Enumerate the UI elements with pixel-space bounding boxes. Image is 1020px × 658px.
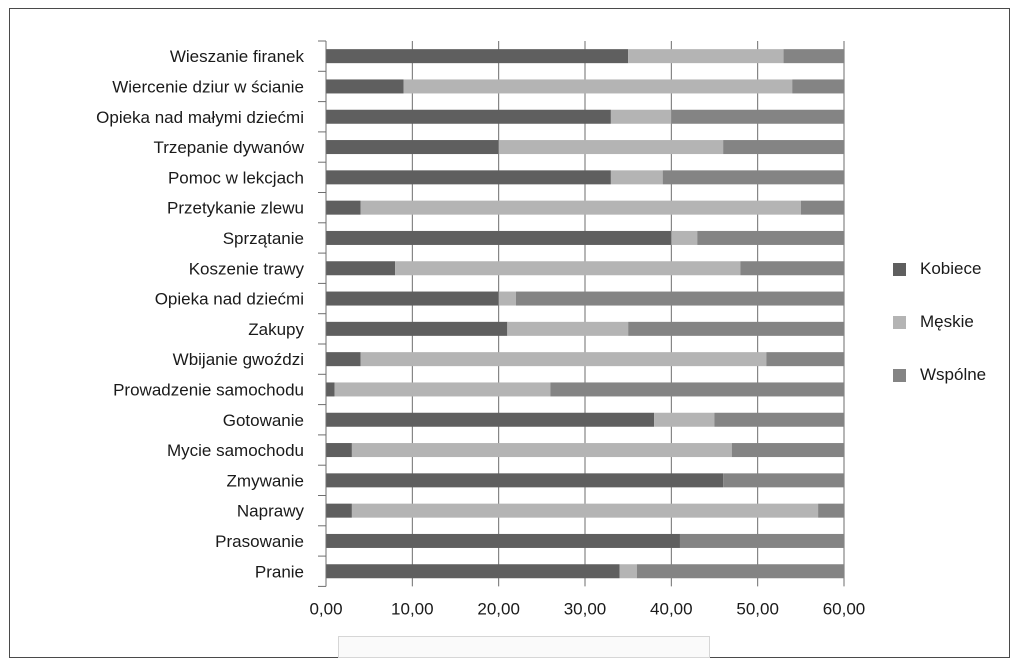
category-label: Zmywanie xyxy=(227,471,304,490)
category-label: Trzepanie dywanów xyxy=(153,138,304,157)
gridlines xyxy=(411,41,845,587)
bar-segment xyxy=(326,79,404,94)
legend-swatch xyxy=(893,263,906,276)
x-tick-label: 40,00 xyxy=(650,599,693,618)
bar-segment xyxy=(654,412,715,427)
bar-segment xyxy=(326,200,361,215)
category-label: Wieszanie firanek xyxy=(170,47,305,66)
x-tick-label: 20,00 xyxy=(477,599,520,618)
legend-label: Męskie xyxy=(920,312,974,331)
bar-segment xyxy=(360,200,801,215)
bar-segment xyxy=(326,170,611,185)
bar-segment xyxy=(351,503,819,518)
x-tick-label: 60,00 xyxy=(823,599,866,618)
bar-segment xyxy=(403,79,793,94)
bar-segment xyxy=(507,321,629,336)
bar-segment xyxy=(326,291,499,306)
category-label: Sprzątanie xyxy=(223,229,304,248)
category-label: Pranie xyxy=(255,562,304,581)
category-label: Opieka nad dziećmi xyxy=(155,290,304,309)
legend-label: Kobiece xyxy=(920,259,981,278)
category-label: Naprawy xyxy=(237,502,305,521)
axes xyxy=(318,40,327,587)
category-label: Pomoc w lekcjach xyxy=(168,168,304,187)
bar-segment xyxy=(714,412,844,427)
bar-segment xyxy=(671,109,844,124)
category-label: Prowadzenie samochodu xyxy=(113,380,304,399)
bar-segment xyxy=(498,140,724,155)
bar-segment xyxy=(619,564,637,579)
bar-segment xyxy=(662,170,844,185)
bar-segment xyxy=(697,230,844,245)
bar-segment xyxy=(671,230,698,245)
category-label: Wiercenie dziur w ścianie xyxy=(112,77,304,96)
category-labels: Wieszanie firanek Wiercenie dziur w ścian… xyxy=(96,47,305,581)
legend-swatch xyxy=(893,316,906,329)
legend-swatch xyxy=(893,369,906,382)
bar-segment xyxy=(498,291,516,306)
category-label: Gotowanie xyxy=(223,411,304,430)
x-tick-labels: 0,00 10,00 20,00 30,00 40,00 50,00 60,00 xyxy=(309,599,865,618)
category-label: Prasowanie xyxy=(215,532,304,551)
category-label: Zakupy xyxy=(248,320,304,339)
bar-segment xyxy=(723,140,844,155)
bar-segment xyxy=(800,200,844,215)
category-label: Przetykanie zlewu xyxy=(167,199,304,218)
bar-segment xyxy=(740,261,844,276)
bar-segment xyxy=(326,109,611,124)
category-label: Wbijanie gwoździ xyxy=(173,350,304,369)
bar-segment xyxy=(326,533,680,548)
bar-segment xyxy=(360,352,767,367)
bar-segment xyxy=(326,382,335,397)
bar-segment xyxy=(628,49,784,64)
bar-segment xyxy=(326,564,620,579)
stacked-bar-chart: Wieszanie firanek Wiercenie dziur w ścian… xyxy=(96,40,986,618)
bar-segment xyxy=(550,382,844,397)
bar-segment xyxy=(326,49,629,64)
bar-segment xyxy=(515,291,844,306)
bar-segment xyxy=(326,352,361,367)
x-tick-label: 50,00 xyxy=(736,599,779,618)
bar-segment xyxy=(731,443,844,458)
bar-segment xyxy=(395,261,741,276)
bar-segment xyxy=(679,533,844,548)
bar-segment xyxy=(636,564,844,579)
category-label: Opieka nad małymi dziećmi xyxy=(96,108,304,127)
bar-segment xyxy=(783,49,844,64)
legend: Kobiece Męskie Wspólne xyxy=(893,259,986,384)
bar-segment xyxy=(326,261,396,276)
bar-segment xyxy=(326,412,655,427)
bar-segment xyxy=(326,321,508,336)
bar-segment xyxy=(326,443,352,458)
bar-segment xyxy=(351,443,732,458)
bar-segment xyxy=(326,473,724,488)
x-tick-label: 30,00 xyxy=(564,599,607,618)
x-tick-label: 10,00 xyxy=(391,599,434,618)
bar-segment xyxy=(792,79,844,94)
bar-segment xyxy=(334,382,551,397)
bar-segment xyxy=(610,109,672,124)
bar-segment xyxy=(628,321,844,336)
bar-segment xyxy=(610,170,663,185)
bar-segment xyxy=(326,140,499,155)
bars xyxy=(326,49,844,579)
category-label: Koszenie trawy xyxy=(189,259,305,278)
x-tick-label: 0,00 xyxy=(309,599,342,618)
bar-segment xyxy=(818,503,844,518)
bottom-box-edge xyxy=(338,636,710,658)
category-label: Mycie samochodu xyxy=(167,441,304,460)
legend-label: Wspólne xyxy=(920,365,986,384)
bar-segment xyxy=(723,473,844,488)
bar-segment xyxy=(766,352,844,367)
bar-segment xyxy=(326,230,672,245)
bar-segment xyxy=(326,503,352,518)
